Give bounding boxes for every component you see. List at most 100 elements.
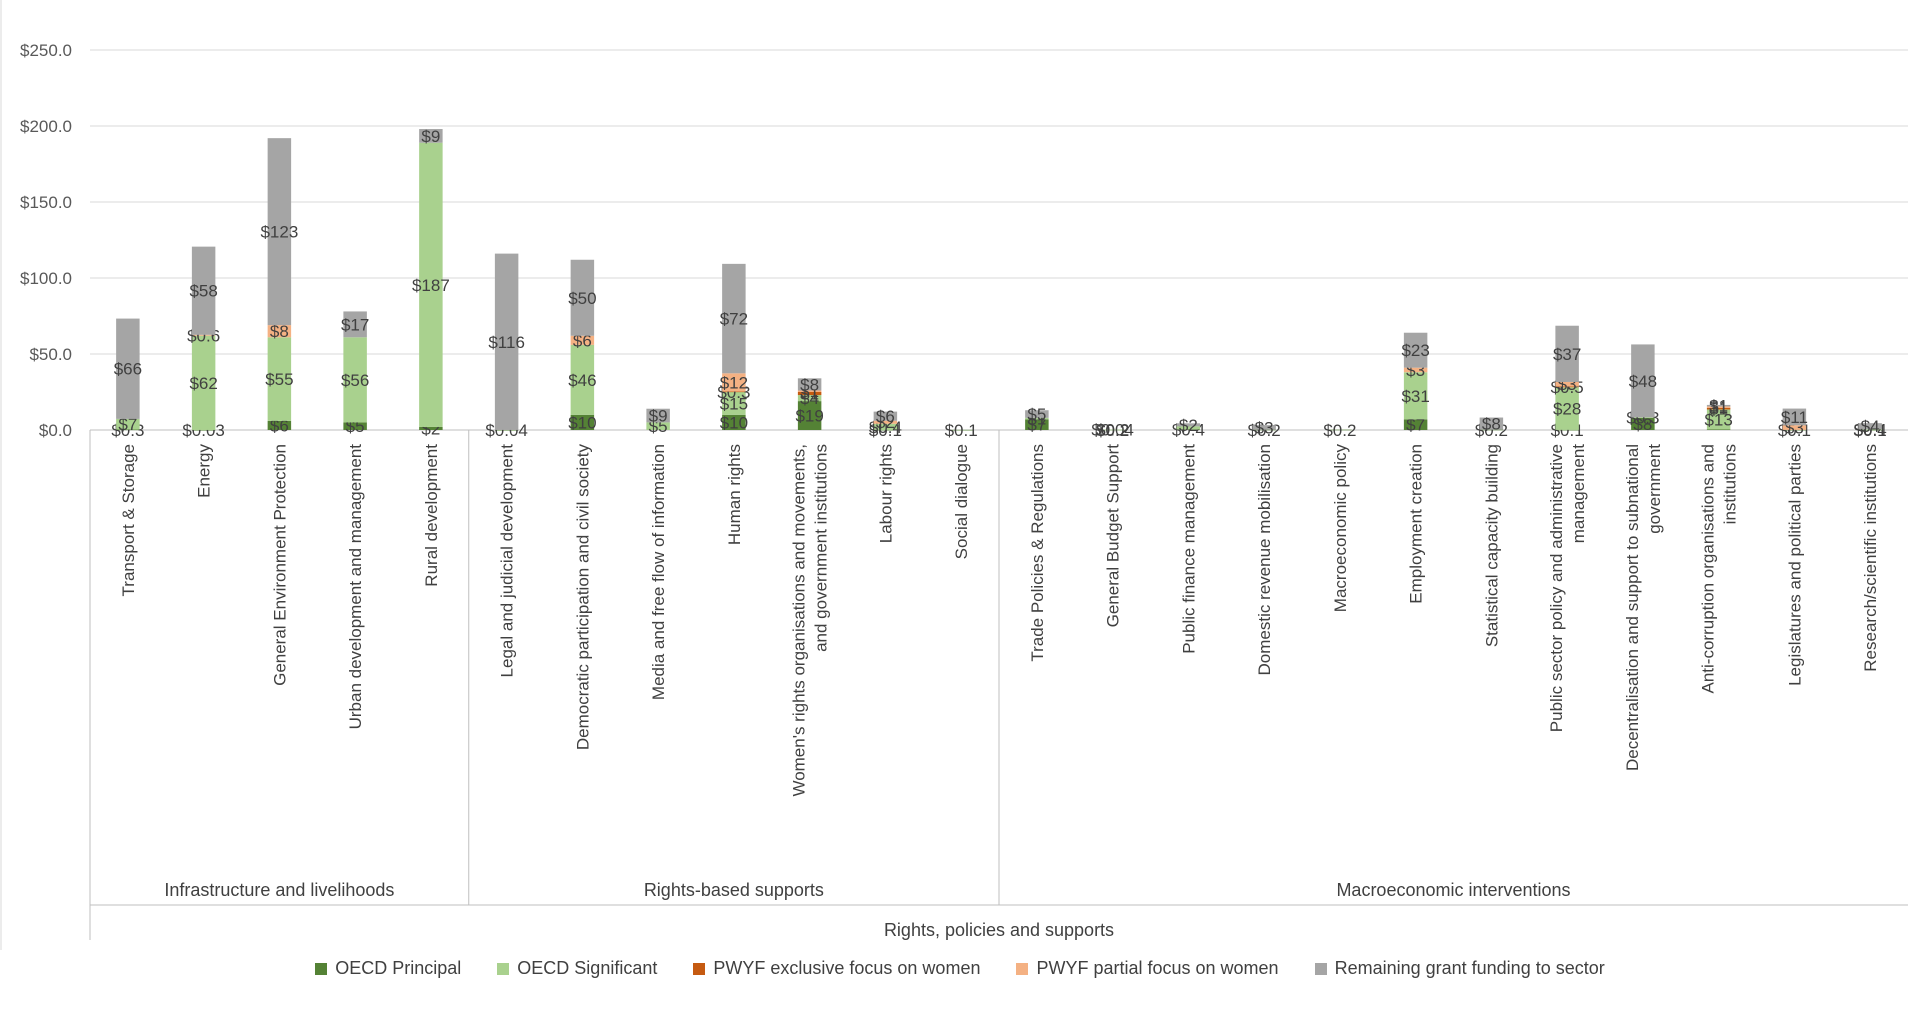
data-label: $1 (1709, 397, 1728, 416)
data-label: $50 (568, 289, 596, 308)
group-label: Rights-based supports (644, 880, 824, 900)
y-tick-label: $150.0 (20, 193, 72, 212)
bar-segment (1252, 425, 1276, 430)
data-label: $8 (270, 322, 289, 341)
bar-segment (722, 263, 746, 374)
category-label: Statistical capacity building (1482, 444, 1501, 647)
data-label: $7 (1406, 416, 1425, 435)
data-label: $187 (412, 276, 450, 295)
bar-segment (494, 253, 519, 430)
category-label: Public sector policy and administrative (1547, 444, 1566, 732)
bar-segment (1631, 344, 1655, 418)
legend-item: OECD Principal (315, 958, 461, 979)
data-label: $66 (114, 360, 142, 379)
category-label: Decentralisation and support to subnatio… (1623, 444, 1642, 771)
bar-segment (1025, 410, 1049, 418)
bar-segment (797, 401, 822, 430)
data-label: $62 (189, 374, 217, 393)
data-label: $3 (1255, 418, 1274, 437)
legend: OECD Principal OECD Significant PWYF exclu… (0, 958, 1920, 979)
data-label: $0.04 (1091, 421, 1134, 440)
data-label: $12 (720, 373, 748, 392)
bar-segment (191, 334, 216, 336)
bar-segment (1403, 372, 1428, 420)
bar-segment (1403, 419, 1428, 430)
bar-segment (267, 337, 292, 421)
bar-segment (1782, 429, 1807, 431)
data-label: $6 (270, 416, 289, 435)
data-label: $1 (1709, 398, 1728, 417)
bar-segment (419, 129, 443, 143)
category-label: government (1645, 444, 1664, 534)
bar-segment (797, 378, 822, 391)
category-label: Transport & Storage (119, 444, 138, 596)
bar-segment (1555, 325, 1579, 382)
data-label: $31 (1401, 387, 1429, 406)
bar-segment (1025, 417, 1049, 420)
data-label: $19 (795, 407, 823, 426)
data-label: $28 (1553, 400, 1581, 419)
bar-segment (1403, 332, 1428, 368)
bar-segment (1555, 387, 1579, 430)
bar-segment (570, 344, 595, 415)
bar-segment (1252, 429, 1276, 431)
bar-segment (343, 311, 367, 338)
legend-swatch (1016, 962, 1029, 975)
bar-segment (570, 259, 595, 336)
category-label: Human rights (725, 444, 744, 545)
bar-segment (873, 429, 898, 431)
data-label: $37 (1553, 345, 1581, 364)
bar-segment (191, 335, 216, 430)
data-label: $11 (1781, 408, 1808, 427)
category-label: General Budget Support (1104, 444, 1123, 628)
bar-segment (116, 318, 140, 419)
bar-segment (570, 335, 595, 345)
bar-segment (1858, 429, 1882, 430)
data-label: $9 (649, 407, 668, 426)
bar-segment (1176, 426, 1201, 430)
bar-segment (1403, 367, 1428, 373)
bar-segment (1555, 386, 1579, 388)
category-label: institutions (1721, 444, 1740, 524)
bar-segment (1706, 429, 1731, 430)
legend-label: Remaining grant funding to sector (1334, 958, 1605, 978)
bar-segment (722, 373, 746, 392)
bar-segment (797, 395, 822, 402)
bar-segment (267, 420, 292, 430)
category-label: Domestic revenue mobilisation (1255, 444, 1274, 676)
category-label: Media and free flow of information (649, 444, 668, 700)
data-label: $48 (1629, 372, 1657, 391)
bar-segment (1858, 429, 1882, 431)
legend-swatch (497, 962, 510, 975)
y-tick-label: $200.0 (20, 117, 72, 136)
data-label: $0.2 (1323, 421, 1356, 440)
bar-segment (1706, 407, 1731, 410)
category-label: Women's rights organisations and movemen… (790, 444, 809, 797)
category-label: management (1569, 444, 1588, 544)
data-label: $17 (341, 315, 369, 334)
data-label: $7 (118, 415, 137, 434)
data-label: $5 (1027, 405, 1046, 424)
data-label: $1 (1709, 400, 1728, 419)
data-label: $0.2 (1096, 421, 1129, 440)
data-label: $0.2 (1096, 421, 1129, 440)
legend-item: PWYF exclusive focus on women (693, 958, 980, 979)
category-label: Research/scientific institutions (1861, 444, 1880, 672)
bar-segment (873, 420, 898, 424)
bar-segment (1555, 381, 1579, 387)
data-label: $15 (720, 394, 748, 413)
data-label: $8 (1482, 415, 1501, 434)
data-label: $58 (189, 282, 217, 301)
bar-segment (1858, 423, 1882, 430)
data-label: $55 (265, 370, 293, 389)
bar-segment (646, 422, 670, 430)
legend-label: OECD Significant (517, 958, 658, 978)
y-tick-label: $100.0 (20, 269, 72, 288)
category-label: Anti-corruption organisations and (1699, 444, 1718, 693)
category-label: Social dialogue (952, 444, 971, 559)
bar-segment (1706, 404, 1731, 407)
data-label: $0.1 (945, 421, 978, 440)
category-label: Democratic participation and civil socie… (573, 444, 592, 751)
category-label: and government institutions (812, 444, 831, 652)
data-label: $123 (260, 223, 298, 242)
